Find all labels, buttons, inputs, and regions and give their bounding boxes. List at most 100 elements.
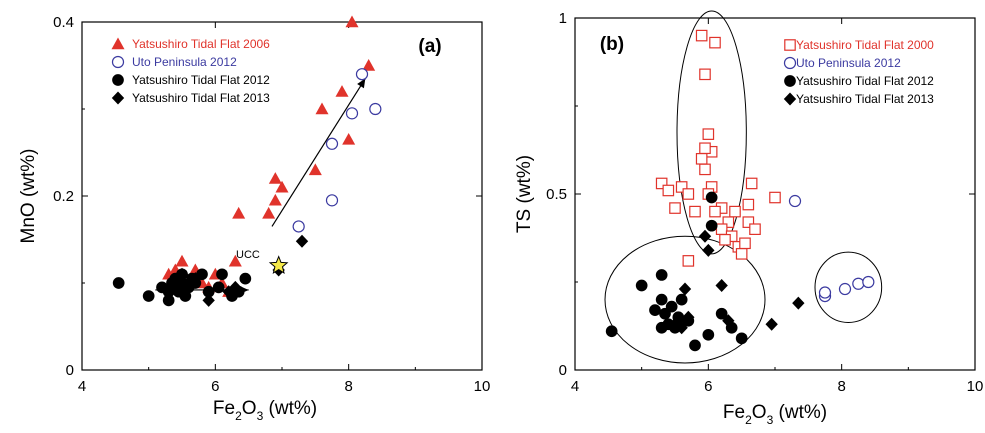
trend-arrow-line [271,78,366,227]
data-point [698,229,712,243]
x-tick-label: 4 [571,378,579,395]
data-point [345,15,359,28]
x-label-b-sub: 2 [745,413,752,427]
grouping-ellipse [604,235,766,364]
data-point [175,267,189,281]
data-point [705,219,718,232]
x-axis-label-a: Fe2O3 (wt%) [213,398,317,423]
data-point [295,234,309,248]
data-point [175,254,189,267]
data-point [769,191,781,204]
x-axis-label-b: Fe2O3 (wt%) [723,402,827,427]
data-point [792,296,805,310]
legend-marker [111,55,125,69]
data-point [605,325,618,338]
y-tick-label: 0.2 [53,188,74,205]
y-tick-label: 0 [559,362,567,379]
data-point [719,233,731,246]
data-point [162,294,175,307]
x-tick-label: 6 [211,378,219,395]
data-point [818,286,832,299]
data-point [655,269,668,281]
legend-label: Yatsushiro Tidal Flat 2012 [132,73,270,87]
x-label-b-main: Fe [723,402,745,423]
data-point [345,107,359,120]
data-point [662,184,675,197]
panel-b: 4 6 8 10 0 0.5 1 Yatsushiro Tidal Flat 2000 Uto… [514,10,983,427]
legend-marker [112,74,124,86]
legend-label: Yatsushiro Tidal Flat 2012 [796,74,934,88]
trend-arrow-head [357,78,366,89]
data-point [742,198,755,211]
data-point [635,279,648,292]
x-tick-label: 4 [78,378,86,395]
data-point [202,293,215,307]
data-point [169,280,182,294]
data-point [655,293,668,306]
legend-label: Yatsushiro Tidal Flat 2006 [132,37,270,51]
data-point [862,275,875,289]
x-label-b-main2: O [752,402,767,423]
data-point [342,132,356,145]
panel-label-b: (b) [600,34,624,55]
legend-marker [111,91,125,105]
data-point [689,205,701,218]
legend-marker [783,92,797,106]
data-point [739,237,751,250]
data-point [722,216,735,228]
data-point [735,248,748,260]
data-point [228,254,242,267]
data-point [308,163,322,176]
data-point [709,36,721,49]
data-point [232,206,246,219]
data-point [268,172,282,184]
data-point [852,277,865,290]
data-point [715,307,728,320]
data-point [315,102,329,115]
data-point [202,285,215,298]
x-label-a-unit: (wt%) [263,398,317,419]
data-point [699,142,711,155]
data-point [715,279,728,293]
data-point [735,332,748,345]
x-tick-label: 10 [474,378,491,395]
data-point [722,314,735,328]
x-label-b-sub2: 3 [767,413,774,427]
ucc-annotation: UCC [236,249,260,261]
y-tick-label: 0.5 [546,186,567,203]
tick-labels-a: 4 6 8 10 0 0.2 0.4 [53,14,490,395]
legend-a: Yatsushiro Tidal Flat 2006 Uto Peninsula … [111,37,270,105]
data-point [682,310,695,324]
data-point [675,321,688,335]
legend-label: Yatsushiro Tidal Flat 2000 [796,38,934,52]
data-point [325,194,339,207]
data-point [702,128,715,140]
data-point [702,243,715,257]
data-point [142,290,155,302]
legend-marker [783,56,797,70]
data-point [702,328,715,341]
data-point [665,300,678,313]
data-point [216,268,228,281]
data-point [745,177,758,190]
ellipses-b [604,10,883,364]
data-point [362,59,376,71]
x-tick-label: 10 [967,378,984,395]
data-point [675,181,688,193]
data-point [112,277,125,289]
trend-arrows-a [155,78,366,294]
data-point [369,102,382,116]
data-point [675,293,688,306]
legend-marker [784,75,796,87]
x-label-a-main: Fe [213,398,235,419]
legend-marker [784,39,796,51]
panel-label-a: (a) [418,36,441,57]
x-label-a-sub2: 3 [257,409,264,423]
panel-a: 4 6 8 10 0 0.2 0.4 Yatsushiro Tidal Flat 2006 U… [18,14,490,423]
data-point [705,191,718,204]
y-tick-label: 0.4 [53,14,74,31]
ticks-b [574,17,976,371]
x-tick-label: 8 [837,378,845,395]
data-point [239,272,252,285]
